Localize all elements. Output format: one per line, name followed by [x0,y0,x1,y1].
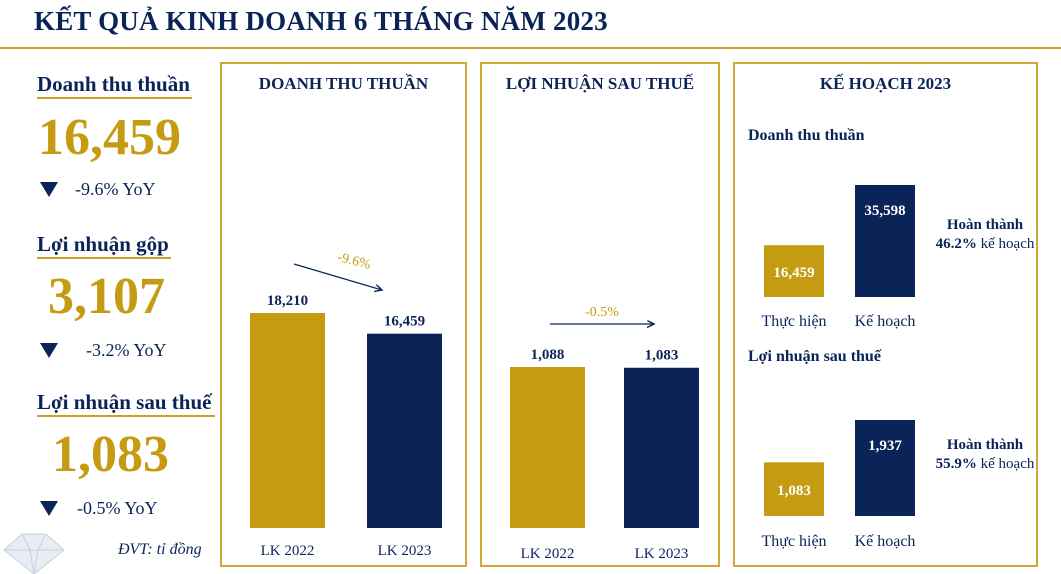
value-label-revenue-0: 18,210 [267,293,308,309]
category-label-plan-1-1: Kế hoạch [855,533,916,550]
chart-title: KẾ HOẠCH 2023 [819,74,952,93]
chart-title: DOANH THU THUẦN [258,74,429,93]
bar-plan-1-0 [764,462,824,516]
bar-revenue-1 [367,333,442,528]
completion-note-net-profit: Hoàn thành 55.9% kế hoạch [935,436,1035,474]
plan-subtitle-revenue: Doanh thu thuần [748,127,865,144]
value-label-revenue-1: 16,459 [384,314,425,330]
change-label: -9.6% [336,250,373,273]
kpi-label-gross-profit: Lợi nhuận gộp [37,232,169,256]
completion-pct: 55.9% [935,456,977,472]
revenue-bar-chart: -9.6% 18,210 LK 2022 16,459 LK 2023 [250,250,442,559]
net-profit-chart-panel: LỢI NHUẬN SAU THUẾ -0.5% 1,088 LK 2022 1,0… [480,62,720,567]
category-label-plan-0-0: Thực hiện [761,313,826,330]
completion-suffix: kế hoạch [980,236,1035,252]
bar-revenue-0 [250,313,325,528]
plan-panel: KẾ HOẠCH 2023 Doanh thu thuần Hoàn thành… [733,62,1038,567]
kpi-value-gross-profit: 3,107 [48,268,165,325]
value-label-plan-0-0: 16,459 [773,265,814,281]
category-label-net-profit-1: LK 2023 [635,546,689,562]
kpi-underline [37,415,215,417]
change-label: -0.5% [585,305,619,320]
kpi-label-net-profit: Lợi nhuận sau thuế [37,390,212,414]
kpi-label-revenue: Doanh thu thuần [37,72,190,96]
category-label-plan-0-1: Kế hoạch [855,313,916,330]
unit-note: ĐVT: tỉ đồng [118,541,202,558]
chart-title: LỢI NHUẬN SAU THUẾ [505,74,695,93]
kpi-change-gross-profit: -3.2% YoY [86,340,167,360]
trend-arrow [293,263,382,290]
value-label-plan-0-1: 35,598 [864,203,905,219]
kpi-underline [37,97,192,99]
page-title: KẾT QUẢ KINH DOANH 6 THÁNG NĂM 2023 [34,6,608,36]
value-label-plan-1-0: 1,083 [777,483,811,499]
category-label-revenue-0: LK 2022 [261,543,315,559]
kpi-underline [37,257,171,259]
category-label-revenue-1: LK 2023 [378,543,432,559]
revenue-chart-panel: DOANH THU THUẦN -9.6% 18,210 LK 2022 16,45… [220,62,467,567]
title-divider [0,47,1061,49]
kpi-change-revenue: -9.6% YoY [75,179,156,199]
completion-suffix: kế hoạch [980,456,1035,472]
category-label-plan-1-0: Thực hiện [761,533,826,550]
value-label-net-profit-0: 1,088 [531,347,565,363]
down-triangle-icon [40,343,58,358]
down-triangle-icon [40,501,58,516]
bar-plan-0-1 [855,185,915,297]
completion-note-revenue: Hoàn thành 46.2% kế hoạch [935,216,1035,254]
bar-net-profit-0 [510,367,585,528]
value-label-plan-1-1: 1,937 [868,438,902,454]
value-label-net-profit-1: 1,083 [645,348,679,364]
down-triangle-icon [40,182,58,197]
net-profit-bar-chart: -0.5% 1,088 LK 2022 1,083 LK 2023 [510,305,699,562]
completion-pct: 46.2% [935,236,977,252]
completion-prefix: Hoàn thành [946,217,1024,233]
kpi-value-net-profit: 1,083 [52,426,169,483]
bar-plan-0-0 [764,245,824,297]
kpi-change-net-profit: -0.5% YoY [77,498,158,518]
bar-plan-1-1 [855,420,915,516]
plan-subtitle-net-profit: Lợi nhuận sau thuế [748,348,881,365]
completion-prefix: Hoàn thành [946,437,1024,453]
bar-net-profit-1 [624,367,699,528]
diamond-icon [3,533,65,574]
category-label-net-profit-0: LK 2022 [521,546,575,562]
kpi-value-revenue: 16,459 [38,109,181,166]
plan-bar-charts: 16,459 Thực hiện 35,598 Kế hoạch 1,083 Thực h… [761,185,916,550]
